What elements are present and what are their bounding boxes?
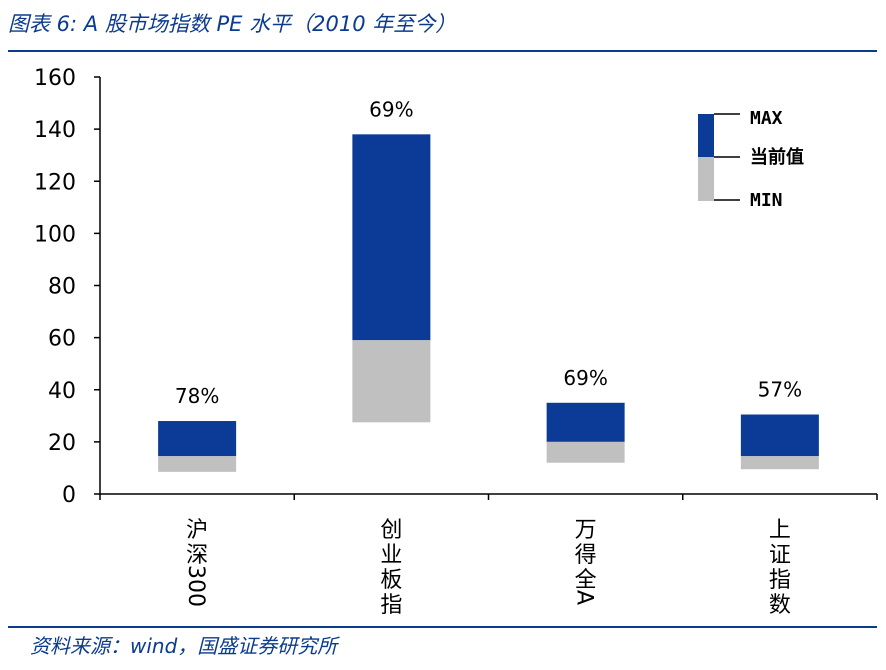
category-label-char: 全 [575, 568, 597, 593]
chart-title: 图表 6: A 股市场指数 PE 水平（2010 年至今） [8, 12, 457, 36]
category-label-char: 沪 [186, 518, 208, 543]
y-tick-label: 140 [34, 118, 76, 143]
legend-min-label: MIN [750, 190, 783, 211]
legend-max-swatch [698, 114, 714, 157]
y-tick-label: 40 [48, 379, 76, 404]
bar-lower-segment [352, 340, 431, 423]
category-label-char: 上 [769, 518, 791, 543]
percentile-label: 69% [369, 97, 413, 121]
legend-min-swatch [698, 157, 714, 201]
y-tick-label: 100 [34, 222, 76, 247]
category-label-char: 数 [769, 593, 791, 618]
y-tick-label: 120 [34, 170, 76, 195]
percentile-label: 78% [175, 384, 219, 408]
category-label-char: 指 [769, 568, 791, 593]
y-tick-label: 160 [34, 66, 76, 91]
axes: 0 20 40 60 80 100 120 140 160 [34, 66, 878, 508]
y-tick-label: 60 [48, 327, 76, 352]
bar-lower-segment [740, 456, 819, 470]
title-divider [8, 50, 877, 52]
category-label-char: 指 [380, 593, 402, 618]
percentile-label: 69% [563, 366, 607, 390]
category-label-char: 得 [575, 543, 597, 568]
bar-upper-segment [740, 414, 819, 457]
bars [158, 134, 819, 472]
y-tick-label: 0 [62, 483, 76, 508]
bar-upper-segment [158, 421, 237, 457]
legend-current-label: 当前值 [750, 146, 804, 168]
legend: MAX 当前值 MIN [698, 108, 804, 211]
category-label-run: 300 [183, 565, 208, 607]
y-tick-label: 80 [48, 275, 76, 300]
legend-max-label: MAX [750, 108, 783, 129]
category-label-char: 证 [769, 543, 791, 568]
y-tick-label: 20 [48, 431, 76, 456]
category-label-run: A [572, 590, 597, 605]
percentile-label: 57% [758, 378, 802, 402]
bar-upper-segment [352, 134, 431, 341]
category-label-char: 业 [380, 543, 402, 568]
source-divider [8, 626, 877, 628]
bar-lower-segment [546, 441, 625, 463]
category-label-char: 板 [380, 568, 402, 593]
bar-lower-segment [158, 456, 237, 472]
source-note: 资料来源：wind，国盛证券研究所 [30, 634, 338, 658]
category-label-char: 万 [575, 518, 597, 543]
category-label-char: 创 [380, 518, 402, 543]
category-label-char: 深 [186, 543, 208, 568]
bar-upper-segment [546, 402, 625, 442]
